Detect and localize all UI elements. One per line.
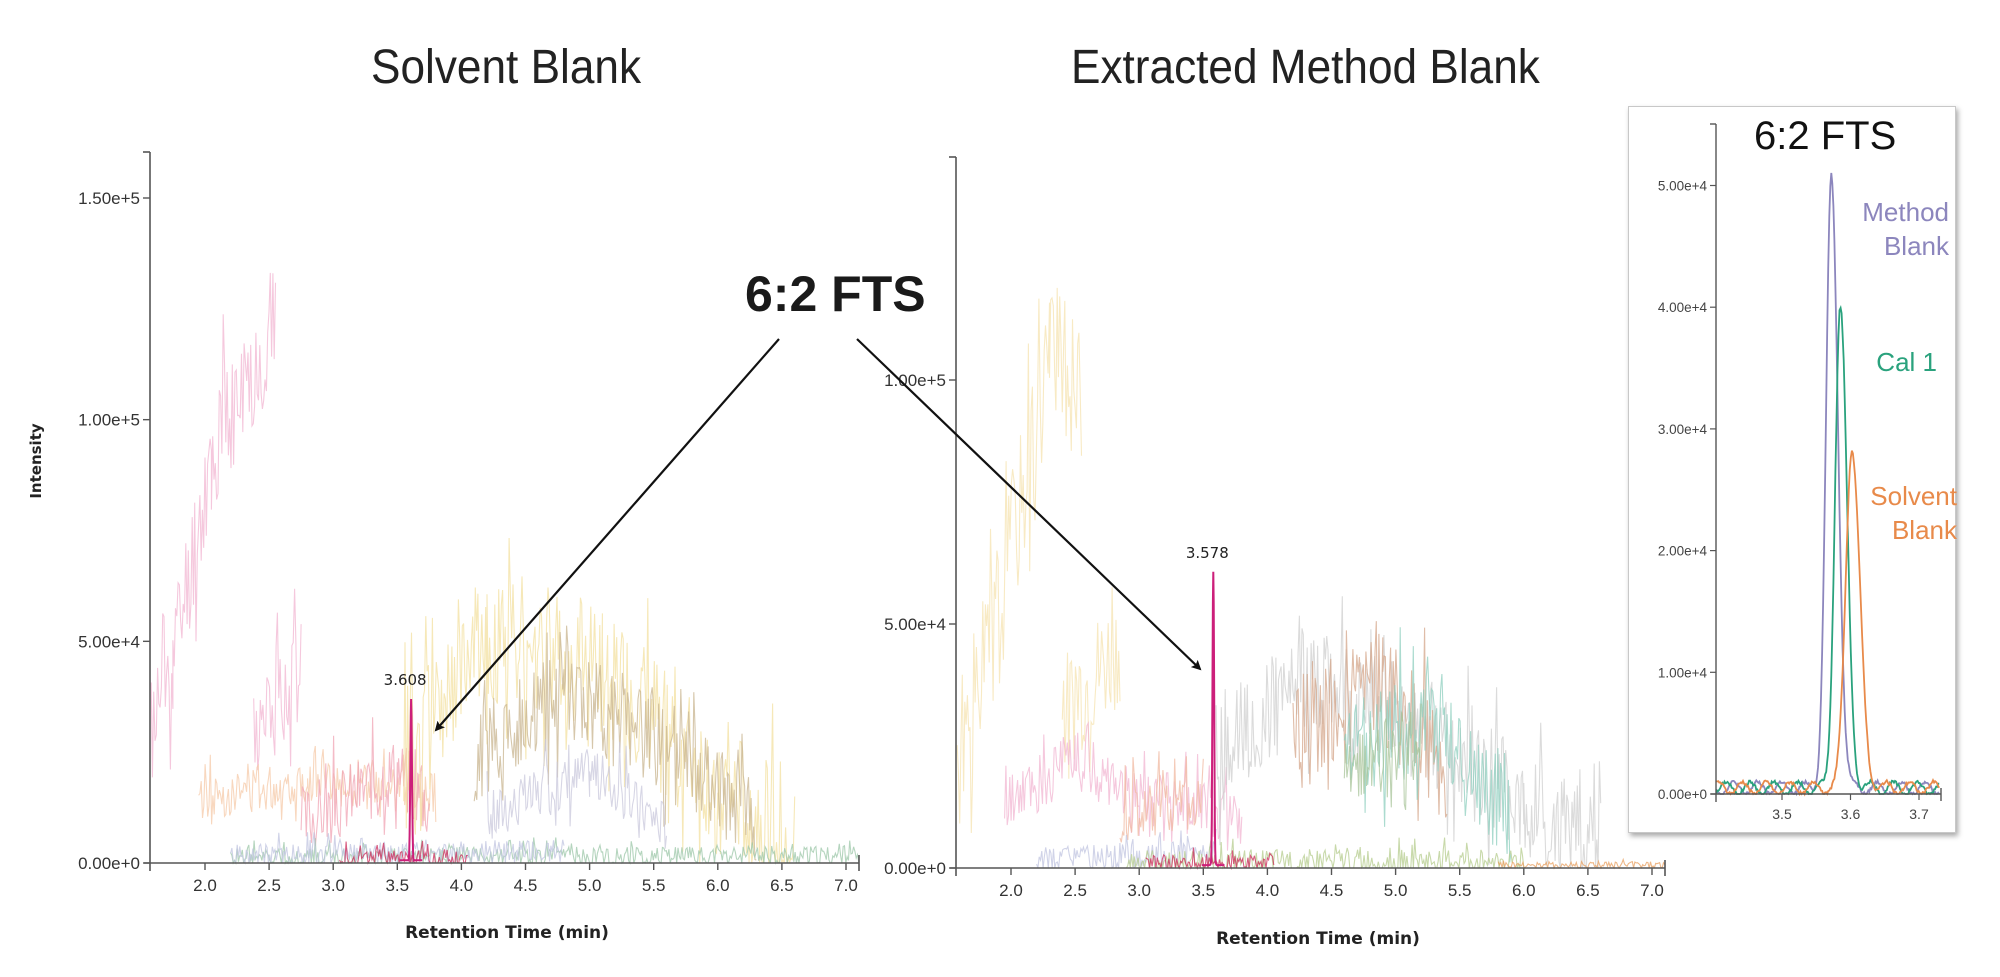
x-axis-label-left: Retention Time (min) [405,923,609,943]
x-tick-label: 7.0 [834,876,858,895]
left-chromatogram: 3.608 2.0 2.5 3.0 3.5 4.0 4.5 5.0 5.5 6.0 6.5 7.0 0.… [78,151,860,895]
target-peak [1201,571,1225,867]
x-tick-label: 4.5 [1320,881,1344,900]
label-solvent-blank-line1: Solvent [1870,481,1957,511]
x-tick-label: 4.0 [450,876,474,895]
background-trace [230,837,860,866]
inset-trace-cal-1 [1715,305,1940,796]
peak-rt-label: 3.578 [1186,544,1229,562]
y-tick-label: 1.00e+5 [78,411,140,430]
x-tick-label: 2.5 [1063,881,1087,900]
background-trace [150,272,277,778]
x-tick-label: 6.0 [706,876,730,895]
x-tick-label: 3.0 [321,876,345,895]
chart-title-extracted-method-blank: Extracted Method Blank [1071,41,1540,94]
inset-x-tick-label: 3.7 [1909,806,1929,822]
label-solvent-blank-line2: Blank [1891,515,1957,545]
background-trace [1004,720,1243,851]
inset-chromatogram: 3.5 3.6 3.7 0.00e+0 1.00e+4 2.00e+4 3.00e+4 4.0… [1658,123,1942,822]
background-trace [1292,621,1448,821]
label-cal1: Cal 1 [1876,345,1937,379]
x-tick-label: 4.5 [514,876,538,895]
y-tick-label: 0.00e+0 [78,854,140,873]
x-tick-label: 6.5 [1576,881,1600,900]
x-tick-label: 2.5 [257,876,281,895]
background-trace [1343,627,1512,863]
y-tick-label: 1.50e+5 [78,189,140,208]
x-tick-label: 2.0 [193,876,217,895]
x-tick-label: 6.5 [770,876,794,895]
inset-y-tick-label: 3.00e+4 [1658,422,1708,437]
compound-annotation: 6:2 FTS [745,266,926,322]
label-cal1-text: Cal 1 [1876,347,1937,377]
x-tick-label: 6.0 [1512,881,1536,900]
label-method-blank: Method Blank [1862,195,1949,263]
x-tick-label: 4.0 [1256,881,1280,900]
background-trace [1215,596,1602,869]
background-trace [1061,587,1121,779]
y-tick-label: 5.00e+4 [884,615,946,634]
x-tick-label: 5.0 [578,876,602,895]
x-tick-label: 5.5 [1448,881,1472,900]
x-tick-label: 7.0 [1640,881,1664,900]
inset-x-tick-label: 3.5 [1772,806,1792,822]
inset-y-tick-label: 2.00e+4 [1658,544,1708,559]
background-trace [486,739,668,849]
x-tick-label: 2.0 [999,881,1023,900]
chart-title-solvent-blank: Solvent Blank [371,41,642,94]
y-tick-label: 1.00e+5 [884,371,946,390]
x-tick-label: 5.0 [1384,881,1408,900]
x-axis-label-middle: Retention Time (min) [1216,929,1420,949]
background-trace [956,287,1083,834]
inset-title: 6:2 FTS [1754,114,1897,158]
inset-y-tick-label: 0.00e+0 [1658,787,1707,802]
background-trace [1119,751,1204,843]
background-trace [1343,703,1422,811]
inset-y-tick-label: 5.00e+4 [1658,179,1708,194]
y-tick-label: 0.00e+0 [884,859,946,878]
label-method-blank-line1: Method [1862,197,1949,227]
inset-y-tick-label: 1.00e+4 [1658,665,1708,680]
label-solvent-blank: Solvent Blank [1870,479,1957,547]
arrow-to-method-peak [856,338,1202,671]
middle-chromatogram: 3.578 2.0 2.5 3.0 3.5 4.0 4.5 5.0 5.5 6.0 6.5 7.0 0.… [884,156,1666,900]
annotation-arrows [434,338,1202,732]
arrow-to-solvent-peak [434,338,780,732]
x-tick-label: 5.5 [642,876,666,895]
label-method-blank-line2: Blank [1883,231,1949,261]
background-trace [198,745,437,827]
background-trace [403,537,796,864]
y-axis-label: Intensity [27,423,45,499]
background-trace [473,625,757,861]
background-trace [300,717,430,847]
x-tick-label: 3.0 [1127,881,1151,900]
y-tick-label: 5.00e+4 [78,632,140,651]
background-trace [253,588,302,771]
x-tick-label: 3.5 [1191,881,1215,900]
background-trace [1497,857,1666,870]
inset-x-tick-label: 3.6 [1841,806,1861,822]
peak-rt-label: 3.608 [384,671,427,689]
inset-y-tick-label: 4.00e+4 [1658,300,1708,315]
inset-panel: 3.5 3.6 3.7 0.00e+0 1.00e+4 2.00e+4 3.00e+4 4.0… [1628,106,1957,833]
target-peak [399,698,423,863]
x-tick-label: 3.5 [385,876,409,895]
background-trace [1125,837,1525,871]
